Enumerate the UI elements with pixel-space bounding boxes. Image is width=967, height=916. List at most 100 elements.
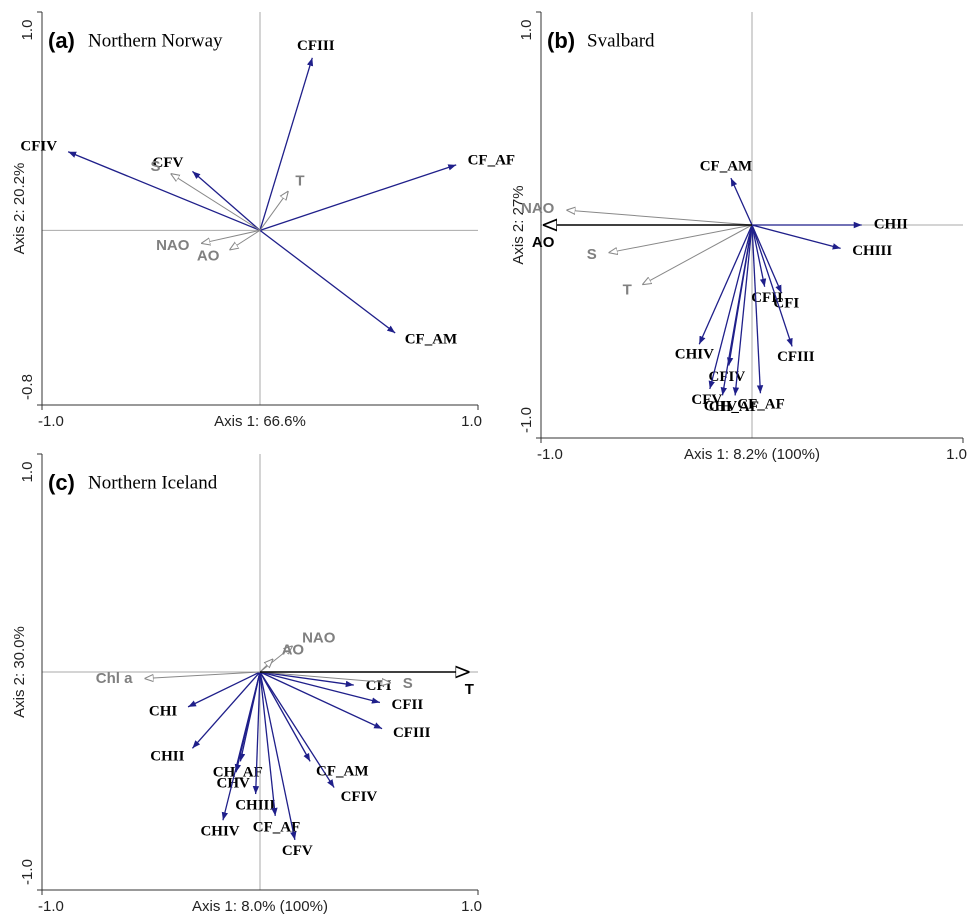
arrow-label: NAO [521,200,555,217]
y-tick-label: -1.0 [518,407,535,433]
arrow [259,671,278,816]
arrow-label: CF_AM [405,332,458,348]
arrow [259,671,354,688]
arrow [259,229,396,334]
arrow-label: CF_AF [737,397,785,413]
y-tick-label: 1.0 [19,20,36,41]
arrow-label: CHV [704,399,738,415]
arrow [67,151,261,231]
arrow-label: T [295,172,304,189]
y-tick-label: -1.0 [19,859,36,885]
arrow-label: CHII [874,216,908,232]
arrow [259,671,381,704]
arrow [259,191,288,231]
arrow-label: CHIII [852,243,892,259]
panel: -1.0 1.0 -0.8 1.0 Axis 1: 66.6% Axis 2: 20.2%… [11,11,516,430]
arrow-label: CFII [392,697,424,713]
arrow [259,164,457,231]
arrow [259,671,391,683]
arrow-label: S [150,158,160,175]
arrow-label: CH_AF [709,399,759,415]
arrow-label: CF_AF [468,152,516,168]
arrow-label: CF_AM [316,763,369,779]
panel: -1.0 1.0 -1.0 1.0 Axis 1: 8.0% (100%) Axis 2:… [11,453,482,915]
arrow [751,224,841,250]
arrow [751,224,793,347]
arrow [259,57,314,231]
arrow-label: CFI [366,678,392,694]
y-axis-label: Axis 2: 27% [510,185,527,264]
arrow [259,671,335,788]
arrow-label: CFV [153,155,184,171]
arrow-label: NAO [302,629,336,646]
arrow-label: CFIII [297,38,335,54]
arrow [751,224,764,394]
x-axis-label: Axis 1: 8.0% (100%) [192,898,328,915]
y-tick-label: 1.0 [19,462,36,483]
x-tick-label: 1.0 [461,413,482,430]
panel-title: Northern Norway [88,30,223,51]
panel: -1.0 1.0 -1.0 1.0 Axis 1: 8.2% (100%) Axis 2:… [510,11,967,463]
arrow [252,671,261,795]
x-tick-label: -1.0 [38,898,64,915]
arrow [642,224,753,285]
x-axis-label: Axis 1: 66.6% [214,413,306,430]
arrow [171,174,261,231]
arrow [751,224,767,287]
arrow [191,671,261,749]
arrow [201,229,261,243]
panel-label: (b) [547,28,575,53]
panel-label: (c) [48,470,75,495]
arrow-label: Chl a [96,670,133,687]
arrow [730,177,753,226]
arrow-label: S [403,675,413,692]
arrow [259,671,297,840]
arrow [144,671,261,679]
panel-title: Northern Iceland [88,472,218,493]
y-tick-label: -0.8 [19,374,36,400]
arrow-label: CHIV [200,823,239,839]
arrow [187,671,261,708]
arrow-label: CF_AF [253,819,301,835]
arrow-label: T [623,281,632,298]
arrow [566,210,753,226]
arrow-label: CFIV [20,139,57,155]
arrow [720,224,753,396]
arrow [708,224,753,390]
arrow-label: CHV [217,775,251,791]
arrow [259,659,273,673]
arrow [698,224,753,345]
arrow [229,229,261,250]
arrow-label: T [465,681,474,698]
arrow-label: AO [532,234,555,251]
x-tick-label: 1.0 [461,898,482,915]
arrow [191,170,261,231]
y-tick-label: 1.0 [518,20,535,41]
y-axis-label: Axis 2: 20.2% [11,163,28,255]
arrow-label: CFV [282,843,313,859]
arrow-label: CHIII [235,798,275,814]
arrow [259,671,383,730]
arrow-label: AO [197,247,220,264]
arrow [732,224,753,396]
arrow-label: CH_AF [213,765,263,781]
arrow-label: CFIII [393,725,431,741]
arrow-label: NAO [156,237,190,254]
y-axis-label: Axis 2: 30.0% [11,626,28,718]
x-tick-label: 1.0 [946,446,967,463]
x-axis-label: Axis 1: 8.2% (100%) [684,446,820,463]
arrow-label: S [587,246,597,263]
arrow [221,671,261,821]
arrow-label: CHIV [675,347,714,363]
arrow [609,224,753,253]
arrow-label: CFIV [341,789,378,805]
panel-label: (a) [48,28,75,53]
panel-title: Svalbard [587,30,655,51]
x-tick-label: -1.0 [38,413,64,430]
arrow-label: AO [282,641,305,658]
arrow-label: CHII [150,749,184,765]
x-tick-label: -1.0 [537,446,563,463]
arrow-label: CFV [691,392,722,408]
arrow [259,671,311,762]
